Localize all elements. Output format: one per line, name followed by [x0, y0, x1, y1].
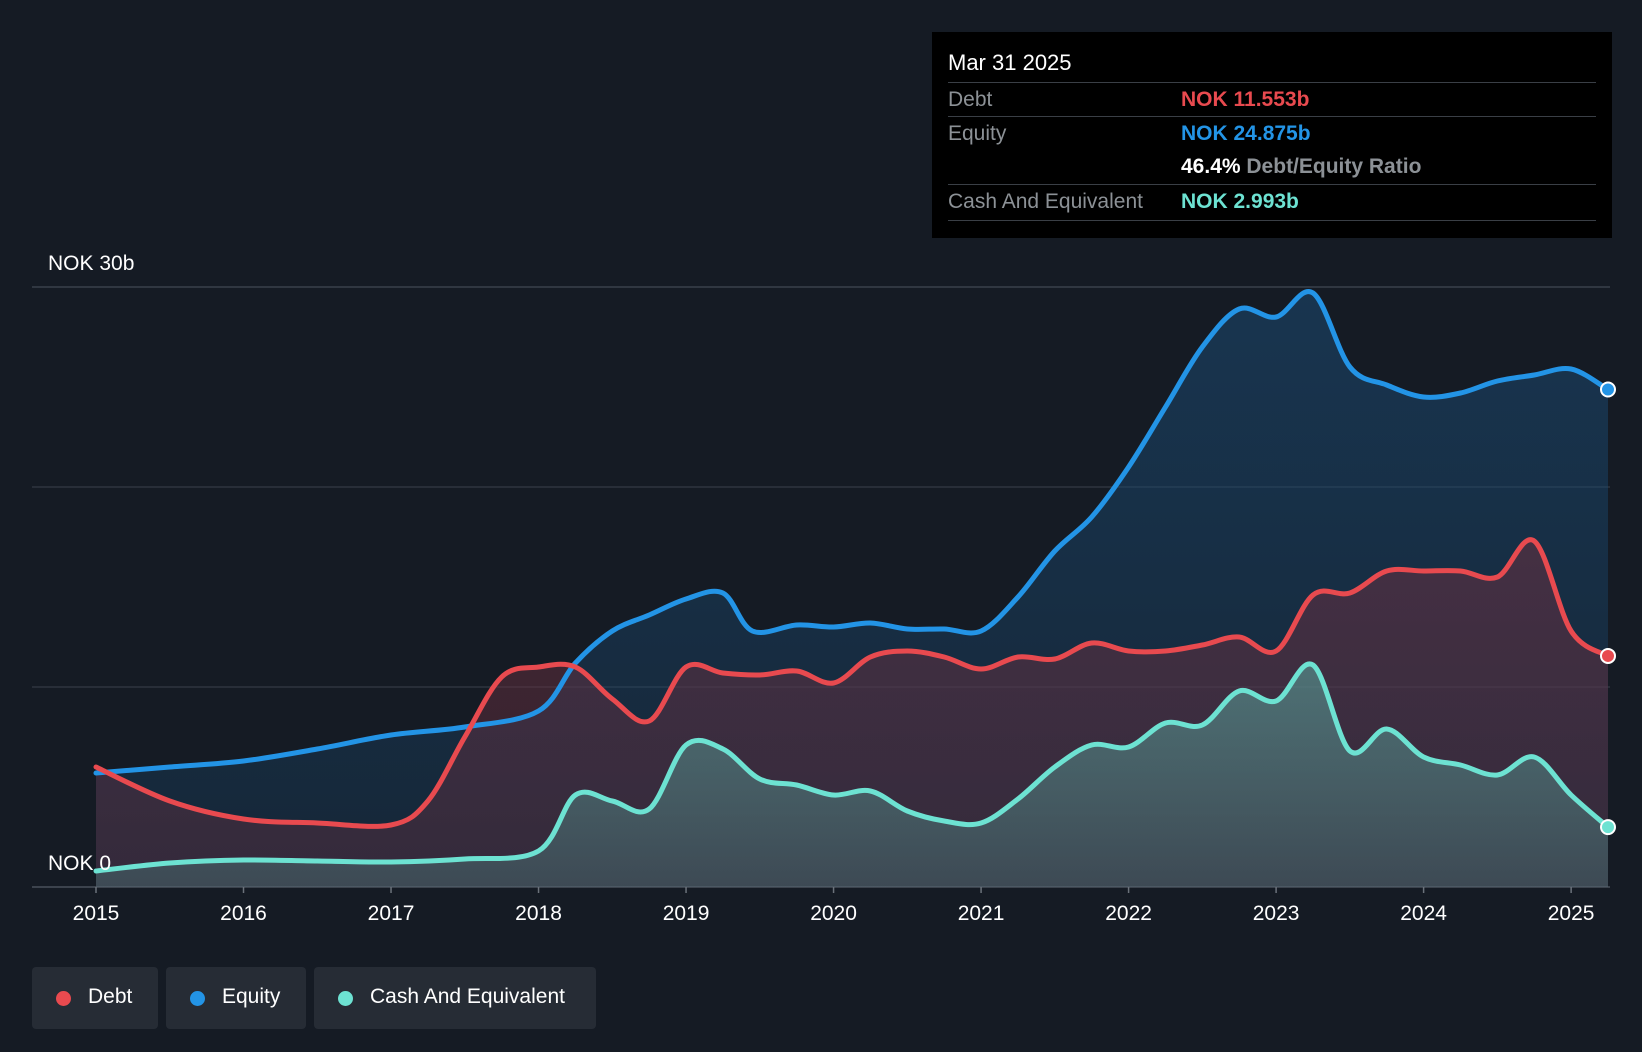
- y-axis-top-label: NOK 30b: [48, 252, 134, 275]
- legend-equity[interactable]: Equity: [166, 967, 306, 1029]
- tooltip-cash-value: NOK 2.993b: [1181, 190, 1299, 213]
- tooltip-ratio: 46.4% Debt/Equity Ratio: [1181, 155, 1421, 179]
- tooltip-date: Mar 31 2025: [948, 50, 1072, 75]
- cash-and-equivalent-area: [96, 663, 1608, 887]
- x-tick-label: 2022: [1105, 902, 1152, 925]
- x-axis: 2015 2016 2017 2018 2019 2020 2021 2022 2023 2024…: [73, 887, 1595, 925]
- x-tick-label: 2017: [368, 902, 415, 925]
- tooltip-debt-label: Debt: [948, 88, 993, 111]
- debt-endpoint: [1600, 647, 1616, 664]
- tooltip-equity-label: Equity: [948, 122, 1007, 145]
- series-areas: [96, 291, 1608, 887]
- tooltip-debt-row: Debt NOK 11.553b: [948, 82, 1596, 117]
- legend-cash[interactable]: Cash And Equivalent: [314, 967, 596, 1029]
- tooltip-cash-label: Cash And Equivalent: [948, 190, 1143, 213]
- x-tick-label: 2018: [515, 902, 562, 925]
- series-lines: [93, 289, 1611, 874]
- x-tick-label: 2020: [810, 902, 857, 925]
- x-tick-label: 2021: [958, 902, 1005, 925]
- tooltip-ratio-value: 46.4%: [1181, 155, 1241, 178]
- tooltip-ratio-row: 46.4% Debt/Equity Ratio: [948, 150, 1596, 184]
- x-tick-label: 2023: [1253, 902, 1300, 925]
- tooltip-equity-value: NOK 24.875b: [1181, 122, 1311, 145]
- tooltip-divider: [948, 220, 1596, 221]
- tooltip-ratio-label: Debt/Equity Ratio: [1246, 155, 1422, 178]
- legend-equity-label: Equity: [222, 985, 281, 1008]
- x-tick-label: 2025: [1548, 902, 1595, 925]
- legend-debt[interactable]: Debt: [32, 967, 158, 1029]
- debt-line: [93, 537, 1611, 829]
- series-endpoints: [1600, 381, 1616, 836]
- legend-debt-label: Debt: [88, 985, 133, 1008]
- x-tick-label: 2019: [663, 902, 710, 925]
- legend-equity-dot: [190, 991, 205, 1006]
- tooltip-cash-row: Cash And Equivalent NOK 2.993b: [948, 184, 1596, 219]
- cash-and-equivalent-endpoint: [1600, 819, 1616, 836]
- data-tooltip: Mar 31 2025 Debt NOK 11.553b Equity NOK …: [932, 32, 1612, 238]
- legend-debt-dot: [56, 991, 71, 1006]
- y-axis-bottom-label: NOK 0: [48, 852, 111, 875]
- cash-and-equivalent-line: [93, 661, 1611, 874]
- legend-cash-dot: [338, 991, 353, 1006]
- tooltip-debt-value: NOK 11.553b: [1181, 88, 1310, 111]
- x-tick-label: 2016: [220, 902, 267, 925]
- equity-line: [93, 289, 1611, 776]
- x-tick-label: 2024: [1400, 902, 1447, 925]
- tooltip-equity-row: Equity NOK 24.875b: [948, 116, 1596, 151]
- x-tick-label: 2015: [73, 902, 120, 925]
- equity-endpoint: [1600, 381, 1616, 398]
- legend-cash-label: Cash And Equivalent: [370, 985, 565, 1008]
